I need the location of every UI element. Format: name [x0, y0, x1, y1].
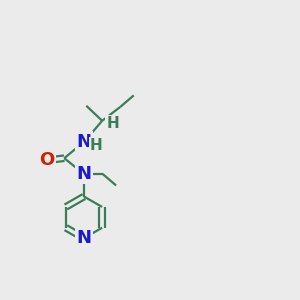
- Text: O: O: [39, 151, 54, 169]
- Text: N: N: [76, 133, 92, 151]
- Text: H: H: [90, 138, 103, 153]
- Text: N: N: [76, 165, 92, 183]
- Text: H: H: [106, 116, 119, 131]
- Text: N: N: [76, 229, 92, 247]
